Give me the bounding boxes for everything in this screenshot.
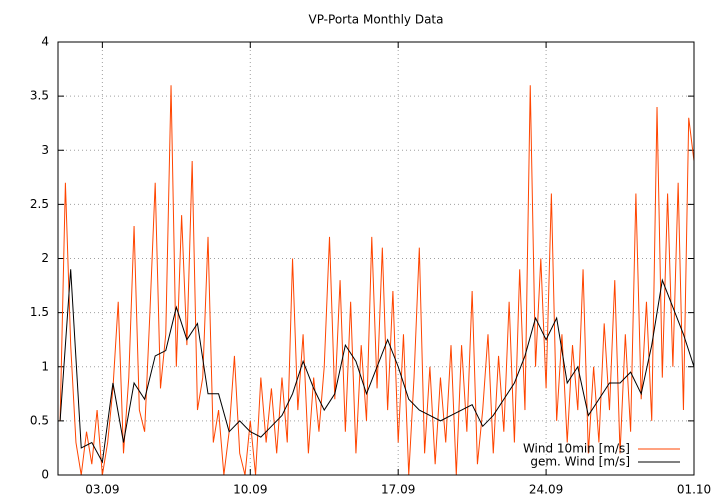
x-tick-label: 24.09 xyxy=(529,483,563,497)
x-tick-label: 10.09 xyxy=(233,483,267,497)
x-tick-label: 01.10 xyxy=(677,483,711,497)
chart-title: VP-Porta Monthly Data xyxy=(309,13,444,27)
y-tick-label: 4 xyxy=(41,35,49,49)
x-tick-label: 17.09 xyxy=(381,483,415,497)
y-tick-label: 0.5 xyxy=(30,413,49,427)
y-tick-label: 3.5 xyxy=(30,89,49,103)
legend-label: gem. Wind [m/s] xyxy=(530,455,630,469)
y-tick-label: 3 xyxy=(41,143,49,157)
series-line xyxy=(59,269,695,464)
y-tick-label: 1.5 xyxy=(30,305,49,319)
legend-label: Wind 10min [m/s] xyxy=(523,442,630,456)
y-tick-label: 0 xyxy=(41,468,49,482)
plot-frame xyxy=(57,41,695,476)
y-tick-label: 1 xyxy=(41,359,49,373)
y-tick-label: 2.5 xyxy=(30,197,49,211)
y-tick-label: 2 xyxy=(41,251,49,265)
series-line xyxy=(59,85,695,476)
x-tick-label: 03.09 xyxy=(85,483,119,497)
